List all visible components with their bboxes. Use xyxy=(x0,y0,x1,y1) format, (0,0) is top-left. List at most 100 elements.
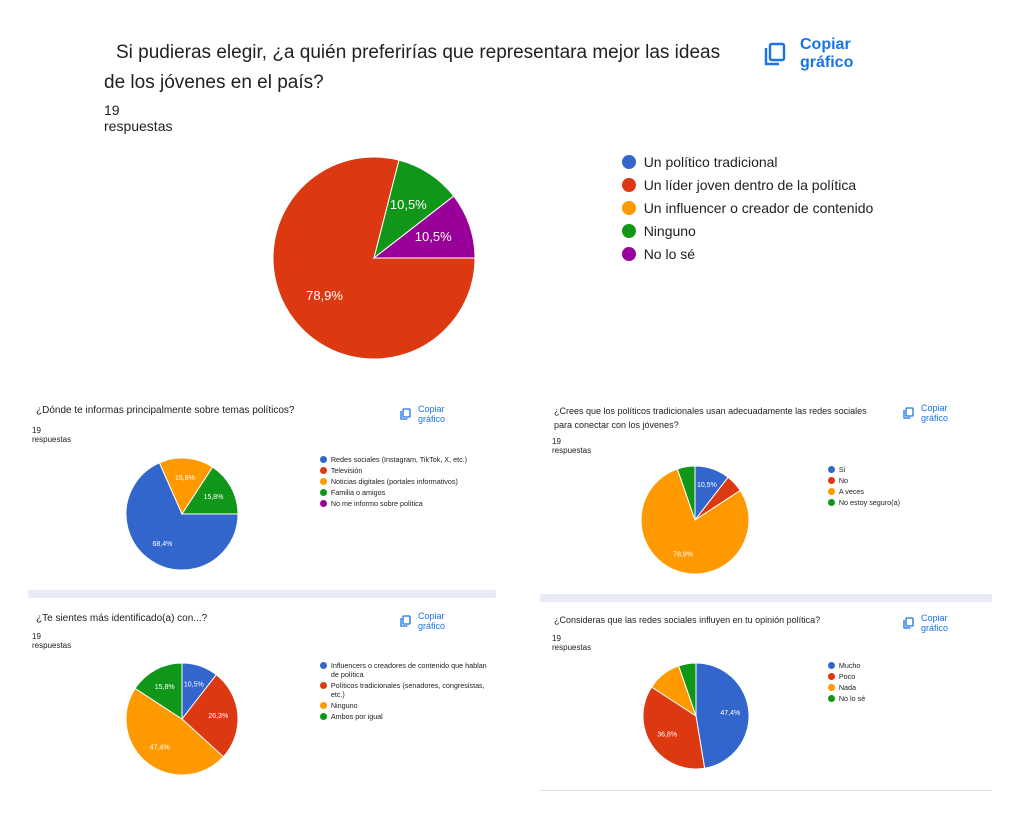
pie-slice xyxy=(372,195,476,259)
legend-label: No me informo sobre política xyxy=(330,499,423,508)
slice-label: 26,3% xyxy=(208,713,228,720)
legend-swatch xyxy=(622,201,636,215)
legend-item: Un influencer o creador de contenido xyxy=(622,200,882,216)
slice-label: 10,5% xyxy=(697,482,717,489)
legend-label: Un influencer o creador de contenido xyxy=(643,200,874,216)
legend-label: No xyxy=(838,476,849,485)
legend-label: No estoy seguro(a) xyxy=(838,498,900,507)
legend-item: Un líder joven dentro de la política xyxy=(622,177,882,193)
legend-item: Redes sociales (Instagram, TikTok, X, et… xyxy=(320,455,480,464)
legend-label: Redes sociales (Instagram, TikTok, X, et… xyxy=(330,455,468,464)
legend-swatch xyxy=(622,247,636,261)
divider xyxy=(28,590,496,598)
copy-chart-button[interactable]: Copiar gráfico xyxy=(400,404,445,424)
legend-swatch xyxy=(320,467,327,474)
legend-swatch xyxy=(828,488,835,495)
legend-label: Noticias digitales (portales informativo… xyxy=(330,477,458,486)
pie-chart: 10,5% 78,9% xyxy=(640,465,750,575)
legend-swatch xyxy=(320,662,327,669)
response-count: 19 respuestas xyxy=(552,437,592,455)
legend-label: Mucho xyxy=(838,661,861,670)
legend-label: No lo sé xyxy=(643,246,696,262)
legend-item: No lo sé xyxy=(828,694,958,703)
legend-label: Ambos por igual xyxy=(330,712,383,721)
pie-chart: 78,9% 10,5% 10,5% xyxy=(272,156,476,360)
legend-item: Ambos por igual xyxy=(320,712,490,721)
slice-label: 10,5% xyxy=(390,197,427,212)
copy-chart-button[interactable]: Copiar gráfico xyxy=(903,613,948,633)
copy-chart-label: Copiar gráfico xyxy=(418,611,446,631)
legend-label: A veces xyxy=(838,487,865,496)
legend-item: No estoy seguro(a) xyxy=(828,498,958,507)
legend-swatch xyxy=(622,178,636,192)
legend-label: Influencers o creadores de contenido que… xyxy=(330,661,487,679)
legend-item: A veces xyxy=(828,487,958,496)
legend-label: Un político tradicional xyxy=(643,154,778,170)
legend-item: Ninguno xyxy=(622,223,882,239)
slice-label: 10,5% xyxy=(415,229,452,244)
legend-swatch xyxy=(320,489,327,496)
legend-swatch xyxy=(320,456,327,463)
copy-chart-label: Copiar gráfico xyxy=(418,404,446,424)
copy-icon xyxy=(400,408,411,420)
legend-swatch xyxy=(622,155,636,169)
legend-swatch xyxy=(828,673,835,680)
slice-label: 15,8% xyxy=(175,475,195,482)
divider xyxy=(540,594,992,602)
legend-swatch xyxy=(320,500,327,507)
legend-label: Televisión xyxy=(330,466,363,475)
legend-label: Políticos tradicionales (senadores, cong… xyxy=(330,681,485,699)
chart-title: ¿Dónde te informas principalmente sobre … xyxy=(36,405,295,416)
legend-swatch xyxy=(320,713,327,720)
pie-slice xyxy=(125,687,225,776)
pie-chart: 68,4% 15,8% 15,8% xyxy=(125,457,239,571)
pie-slice xyxy=(678,662,697,717)
slice-label: 47,4% xyxy=(150,745,170,752)
copy-chart-label: Copiar gráfico xyxy=(921,403,949,423)
legend-item: Sí xyxy=(828,465,958,474)
pie-slice xyxy=(676,465,696,521)
copy-icon xyxy=(903,617,914,629)
pie-slice xyxy=(134,662,183,720)
pie-chart: 10,5% 26,3% 47,4% 15,8% xyxy=(125,662,239,776)
legend-item: No lo sé xyxy=(622,246,882,262)
legend-item: Influencers o creadores de contenido que… xyxy=(320,661,490,679)
slice-label: 10,5% xyxy=(184,681,204,688)
copy-icon xyxy=(903,407,914,419)
legend-label: Ninguno xyxy=(643,223,696,239)
chart-title: ¿Crees que los políticos tradicionales u… xyxy=(554,406,867,430)
legend-item: No xyxy=(828,476,958,485)
copy-chart-label: Copiar gráfico xyxy=(921,613,949,633)
slice-label: 78,9% xyxy=(306,288,343,303)
copy-chart-label: Copiar gráfico xyxy=(800,36,854,71)
chart-legend: Influencers o creadores de contenido que… xyxy=(320,661,490,723)
copy-icon xyxy=(764,42,786,66)
copy-chart-button[interactable]: Copiar gráfico xyxy=(764,36,853,72)
chart-title: Si pudieras elegir, ¿a quién preferirías… xyxy=(104,42,721,93)
slice-label: 15,8% xyxy=(204,494,224,501)
pie-slice xyxy=(125,462,239,571)
legend-item: Nada xyxy=(828,683,958,692)
pie-slice xyxy=(181,466,239,515)
legend-item: Un político tradicional xyxy=(622,154,882,170)
pie-slice xyxy=(695,662,750,769)
legend-item: No me informo sobre política xyxy=(320,499,480,508)
legend-swatch xyxy=(828,695,835,702)
legend-swatch xyxy=(828,477,835,484)
chart-title: ¿Consideras que las redes sociales influ… xyxy=(554,615,821,625)
legend-swatch xyxy=(320,702,327,709)
copy-chart-button[interactable]: Copiar gráfico xyxy=(903,403,948,423)
legend-label: Nada xyxy=(838,683,857,692)
pie-chart: 47,4% 36,8% xyxy=(642,662,750,770)
legend-item: Poco xyxy=(828,672,958,681)
legend-label: Poco xyxy=(838,672,856,681)
legend-item: Noticias digitales (portales informativo… xyxy=(320,477,480,486)
chart-legend: Sí No A veces No estoy seguro(a) xyxy=(828,465,958,509)
legend-item: Familia o amigos xyxy=(320,488,480,497)
legend-item: Mucho xyxy=(828,661,958,670)
pie-slice xyxy=(640,468,750,575)
copy-chart-button[interactable]: Copiar gráfico xyxy=(400,611,445,631)
legend-swatch xyxy=(828,499,835,506)
response-count: 19 respuestas xyxy=(552,634,592,652)
legend-swatch xyxy=(828,684,835,691)
